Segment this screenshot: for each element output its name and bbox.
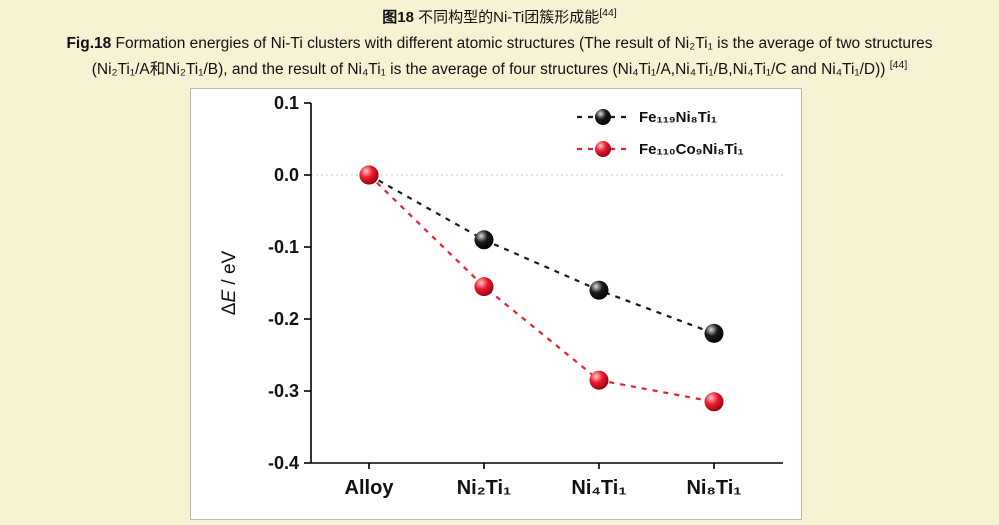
figure-caption: 图18 不同构型的Ni-Ti团簇形成能[44] Fig.18 Formation… — [0, 0, 999, 83]
y-axis-title: ΔE / eV — [219, 250, 240, 315]
legend-marker — [595, 109, 611, 125]
y-tick-label: -0.3 — [268, 381, 299, 401]
caption-line-chinese: 图18 不同构型的Ni-Ti团簇形成能[44] — [0, 5, 999, 31]
caption-figure-number-en: Fig.18 — [66, 35, 112, 52]
legend-item: Fe₁₁₀Co₉Ni₈Ti₁ — [577, 141, 744, 158]
data-point-series-0 — [589, 280, 609, 300]
caption-title-en: Formation energies of Ni-Ti clusters wit… — [111, 35, 933, 52]
x-category-label: Ni₂Ti₁ — [457, 477, 512, 499]
series-line-1 — [368, 174, 715, 403]
y-tick-label: -0.2 — [268, 309, 299, 329]
data-point-series-0 — [704, 323, 724, 343]
caption-title-en-cont: (Ni₂Ti₁/A和Ni₂Ti₁/B), and the result of N… — [91, 61, 890, 78]
x-category-label: Ni₄Ti₁ — [571, 477, 626, 499]
caption-figure-number-zh: 图18 — [382, 9, 414, 26]
y-tick-label: 0.1 — [274, 93, 299, 113]
formation-energy-chart: 0.1 0.0 -0.1 -0.2 -0.3 -0.4 Alloy Ni₂Ti₁ Ni₄Ti₁ N… — [219, 93, 783, 499]
legend-item: Fe₁₁₉Ni₈Ti₁ — [577, 109, 717, 126]
citation-ref-1: [44] — [599, 7, 617, 19]
caption-line-english-1: Fig.18 Formation energies of Ni-Ti clust… — [0, 31, 999, 57]
legend-label: Fe₁₁₀Co₉Ni₈Ti₁ — [639, 141, 744, 158]
y-tick-label: -0.1 — [268, 237, 299, 257]
legend-label: Fe₁₁₉Ni₈Ti₁ — [639, 109, 717, 126]
chart-panel: 0.1 0.0 -0.1 -0.2 -0.3 -0.4 Alloy Ni₂Ti₁ Ni₄Ti₁ N… — [190, 88, 802, 520]
citation-ref-2: [44] — [889, 58, 908, 71]
series-line-0 — [368, 174, 715, 335]
data-point-series-1 — [359, 165, 379, 185]
x-category-label: Ni₈Ti₁ — [686, 477, 741, 499]
data-point-series-0 — [474, 230, 494, 250]
caption-title-zh: 不同构型的Ni-Ti团簇形成能 — [413, 9, 600, 26]
data-point-series-1 — [474, 277, 494, 297]
y-tick-label: 0.0 — [274, 165, 299, 185]
caption-line-english-2: (Ni₂Ti₁/A和Ni₂Ti₁/B), and the result of N… — [0, 57, 999, 83]
legend-marker — [595, 141, 611, 157]
data-point-series-1 — [704, 392, 724, 412]
data-point-series-1 — [589, 370, 609, 390]
y-tick-label: -0.4 — [268, 453, 299, 473]
x-category-label: Alloy — [345, 477, 395, 499]
